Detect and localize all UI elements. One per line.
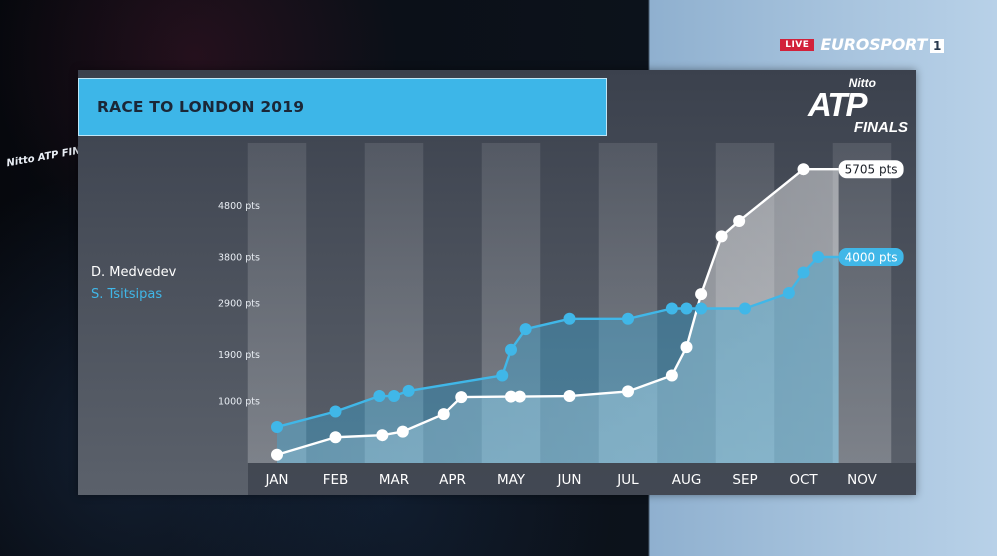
data-point xyxy=(271,420,283,433)
logo-line-3: FINALS xyxy=(853,119,908,136)
end-label-box xyxy=(838,248,904,266)
data-point xyxy=(505,390,517,403)
data-point xyxy=(739,302,751,315)
data-point xyxy=(563,390,576,403)
legend: D. Medvedev S. Tsitsipas xyxy=(91,262,176,306)
data-point xyxy=(665,369,678,382)
logo-line-1: Nitto xyxy=(848,76,876,90)
data-point xyxy=(271,448,283,461)
series-points xyxy=(271,163,825,461)
data-point xyxy=(733,214,746,227)
channel-number: 1 xyxy=(929,39,944,53)
y-axis-ticks: 1000 pts 1900 pts 2900 pts 3800 pts 4800 pts xyxy=(218,201,260,408)
area-medvedev xyxy=(277,169,839,463)
data-point xyxy=(665,302,678,315)
x-tick-label: APR xyxy=(439,472,466,488)
data-point xyxy=(797,266,810,279)
data-point xyxy=(376,429,389,442)
legend-player-2: S. Tsitsipas xyxy=(91,287,163,302)
y-tick-label: 4800 pts xyxy=(218,201,260,212)
chart-title: RACE TO LONDON 2019 xyxy=(97,98,305,116)
month-band xyxy=(247,143,307,463)
data-point xyxy=(812,251,825,263)
y-tick-label: 3800 pts xyxy=(218,252,260,263)
month-band xyxy=(832,143,892,463)
live-badge: LIVE xyxy=(780,38,815,51)
x-tick-label: JUL xyxy=(616,472,639,488)
data-point xyxy=(329,405,342,418)
data-point xyxy=(402,384,415,397)
y-tick-label: 1000 pts xyxy=(218,397,260,408)
data-point xyxy=(329,431,342,444)
x-tick-label: JUN xyxy=(557,472,582,488)
data-point xyxy=(797,163,810,176)
data-point xyxy=(373,390,386,403)
data-point xyxy=(622,385,634,398)
data-point xyxy=(513,390,526,403)
data-point xyxy=(505,343,517,356)
data-point xyxy=(388,390,400,403)
data-point xyxy=(695,288,708,301)
x-tick-label: AUG xyxy=(672,472,702,488)
x-tick-label: SEP xyxy=(732,472,757,488)
data-point xyxy=(680,341,693,354)
data-point xyxy=(455,391,468,404)
data-point xyxy=(496,369,509,382)
logo-line-2: ATP xyxy=(808,86,868,123)
x-tick-label: MAY xyxy=(497,472,526,488)
data-point xyxy=(563,312,576,325)
channel-logo: EUROSPORT 1 xyxy=(820,35,944,54)
y-tick-label: 2900 pts xyxy=(218,299,260,310)
x-tick-label: OCT xyxy=(789,472,818,488)
data-point xyxy=(782,287,795,300)
x-axis-strip xyxy=(248,463,916,495)
x-axis-ticks: JAN FEB MAR APR MAY JUN JUL AUG SEP OCT NOV xyxy=(264,472,877,488)
y-tick-label: 1900 pts xyxy=(218,350,260,361)
data-point xyxy=(437,408,450,421)
broadcast-bug: LIVE EUROSPORT 1 xyxy=(780,35,944,54)
end-label: 5705 pts xyxy=(845,163,898,177)
atp-finals-logo: Nitto ATP FINALS xyxy=(800,74,912,140)
end-label-box xyxy=(838,160,904,179)
data-point xyxy=(396,425,409,438)
month-band xyxy=(364,143,424,463)
data-point xyxy=(680,302,693,315)
x-tick-label: NOV xyxy=(847,472,877,488)
data-point xyxy=(715,230,728,243)
end-labels: 5705 pts 4000 pts xyxy=(838,160,904,266)
legend-player-1: D. Medvedev xyxy=(91,265,177,280)
end-label: 4000 pts xyxy=(845,251,898,265)
x-tick-label: JAN xyxy=(264,472,288,488)
data-point xyxy=(622,312,634,325)
title-bar: RACE TO LONDON 2019 xyxy=(78,78,607,136)
x-tick-label: FEB xyxy=(323,472,349,488)
series-areas xyxy=(277,169,839,463)
data-point xyxy=(519,323,532,336)
x-tick-label: MAR xyxy=(379,472,409,488)
data-point xyxy=(695,302,708,315)
channel-name: EUROSPORT xyxy=(820,35,927,54)
